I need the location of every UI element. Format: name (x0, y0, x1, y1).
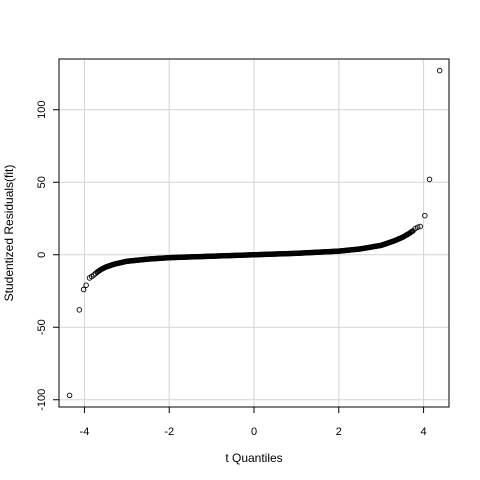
y-tick-label: -100 (36, 389, 48, 411)
x-tick-label: 0 (251, 426, 257, 438)
data-point (414, 224, 421, 230)
x-tick-label: 4 (421, 426, 427, 438)
data-point (409, 228, 415, 235)
data-point (91, 272, 97, 278)
data-point (436, 67, 443, 74)
data-point (426, 176, 433, 183)
data-point (76, 307, 83, 313)
data-points (66, 67, 443, 399)
y-tick-label: 0 (36, 252, 48, 258)
y-axis: -100 -50 0 50 100 (36, 101, 59, 411)
data-point (417, 223, 423, 230)
y-axis-title: Studentized Residuals(fit) (2, 165, 16, 302)
x-tick-label: -2 (164, 426, 174, 438)
y-tick-label: -50 (36, 319, 48, 335)
grid-lines (59, 59, 449, 407)
data-point (92, 270, 99, 277)
x-axis-title: t Quantiles (225, 451, 282, 465)
x-tick-label: 2 (336, 426, 342, 438)
y-tick-label: 100 (36, 101, 48, 119)
data-point (80, 286, 87, 293)
data-point (83, 282, 89, 288)
x-tick-label: -4 (80, 426, 90, 438)
data-point (66, 392, 73, 399)
data-point (422, 212, 428, 219)
x-axis: -4 -2 0 2 4 (80, 407, 427, 438)
y-tick-label: 50 (36, 176, 48, 188)
